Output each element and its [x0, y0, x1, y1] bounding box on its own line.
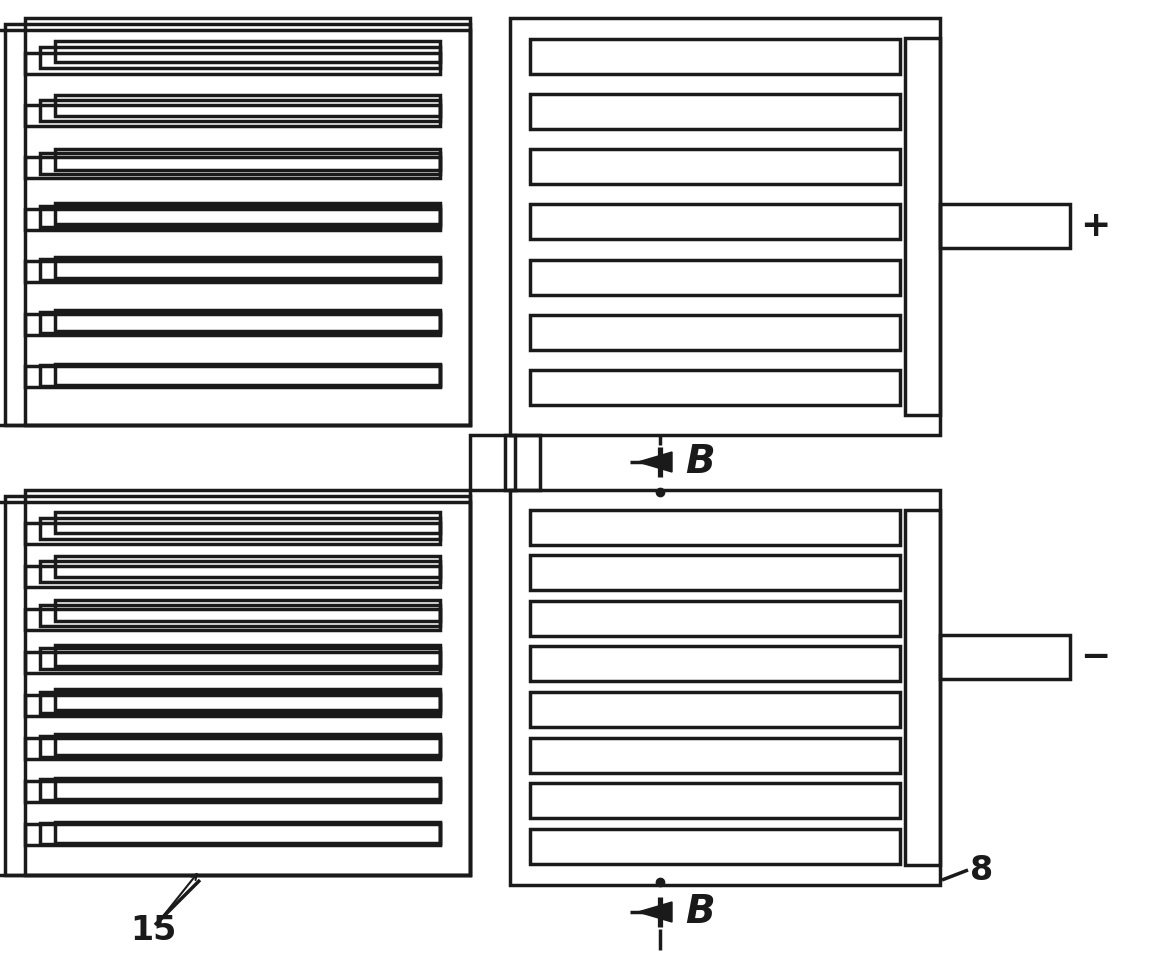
- Bar: [531, 370, 900, 406]
- Bar: [531, 315, 900, 350]
- Bar: [5, 496, 470, 875]
- Bar: [39, 206, 440, 227]
- Bar: [55, 202, 440, 224]
- Bar: [906, 38, 940, 415]
- Bar: [39, 605, 440, 625]
- Bar: [26, 314, 440, 335]
- Bar: [26, 261, 440, 283]
- Bar: [39, 561, 440, 582]
- Bar: [26, 609, 440, 630]
- Bar: [39, 692, 440, 713]
- Text: B: B: [685, 893, 715, 931]
- Text: 8: 8: [969, 854, 994, 887]
- Bar: [531, 94, 900, 129]
- Bar: [26, 157, 440, 178]
- Bar: [26, 53, 440, 74]
- Bar: [940, 204, 1070, 248]
- Bar: [39, 736, 440, 757]
- Polygon shape: [639, 902, 672, 922]
- Bar: [26, 824, 440, 844]
- Bar: [940, 635, 1070, 679]
- Bar: [531, 738, 900, 772]
- Bar: [55, 600, 440, 621]
- Bar: [470, 435, 515, 490]
- Bar: [55, 822, 440, 843]
- Bar: [55, 95, 440, 116]
- Bar: [55, 311, 440, 331]
- Bar: [26, 652, 440, 673]
- Bar: [510, 18, 940, 435]
- Bar: [505, 435, 540, 490]
- Bar: [39, 365, 440, 386]
- Bar: [55, 734, 440, 754]
- Bar: [55, 556, 440, 577]
- Bar: [26, 18, 470, 425]
- Bar: [39, 259, 440, 280]
- Bar: [531, 259, 900, 294]
- Bar: [39, 649, 440, 670]
- Bar: [531, 647, 900, 681]
- Bar: [26, 695, 440, 716]
- Polygon shape: [639, 452, 672, 472]
- Bar: [39, 518, 440, 538]
- Bar: [26, 366, 440, 386]
- Bar: [0, 502, 470, 875]
- Bar: [55, 149, 440, 169]
- Bar: [55, 257, 440, 278]
- Text: +: +: [1080, 209, 1110, 243]
- Bar: [26, 524, 440, 544]
- Bar: [55, 41, 440, 62]
- Bar: [26, 738, 440, 759]
- Bar: [531, 204, 900, 239]
- Bar: [26, 780, 440, 802]
- Bar: [55, 512, 440, 532]
- Bar: [39, 823, 440, 844]
- Bar: [531, 829, 900, 863]
- Bar: [39, 153, 440, 174]
- Bar: [55, 689, 440, 711]
- Bar: [26, 209, 440, 230]
- Bar: [39, 779, 440, 801]
- Bar: [0, 30, 470, 425]
- Bar: [55, 645, 440, 666]
- Bar: [531, 556, 900, 590]
- Bar: [26, 566, 440, 588]
- Bar: [39, 47, 440, 68]
- Bar: [26, 490, 470, 875]
- Bar: [906, 510, 940, 865]
- Bar: [39, 312, 440, 333]
- Text: B: B: [685, 443, 715, 481]
- Bar: [510, 490, 940, 885]
- Bar: [531, 783, 900, 818]
- Bar: [531, 692, 900, 727]
- Text: −: −: [1080, 640, 1110, 674]
- Bar: [26, 105, 440, 126]
- Bar: [5, 24, 470, 425]
- Bar: [55, 364, 440, 385]
- Bar: [531, 601, 900, 636]
- Bar: [531, 39, 900, 74]
- Bar: [531, 509, 900, 545]
- Text: 15: 15: [130, 914, 176, 947]
- Bar: [39, 100, 440, 121]
- Bar: [55, 778, 440, 799]
- Bar: [531, 149, 900, 184]
